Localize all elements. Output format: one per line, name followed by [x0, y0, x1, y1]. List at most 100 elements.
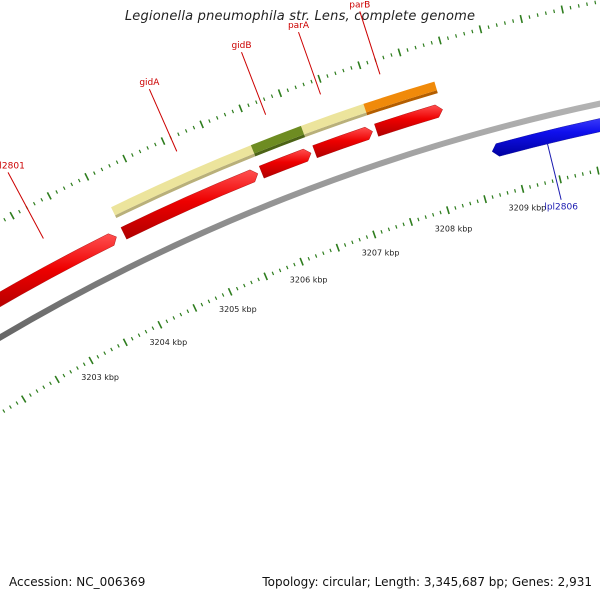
inner-scale-tick: [446, 206, 450, 215]
forward-gene-parA: [312, 126, 373, 159]
topology-summary: Topology: circular; Length: 3,345,687 bp…: [262, 575, 592, 589]
inner-scale-tick: [307, 256, 311, 261]
inner-scale-tick: [2, 409, 6, 413]
inner-scale-tick: [506, 191, 509, 195]
outer-scale-tick: [366, 60, 369, 65]
outer-scale-tick: [108, 163, 111, 168]
inner-scale-tick: [372, 230, 377, 239]
inner-scale-tick: [54, 375, 60, 384]
outer-scale-tick: [512, 19, 515, 23]
outer-scale-tick: [334, 71, 337, 76]
outer-scale-tick: [199, 120, 204, 129]
scale-label-3203: 3203 kbp: [81, 373, 119, 382]
outer-scale-tick: [122, 154, 128, 163]
inner-scale-tick: [314, 254, 318, 258]
leader-line-parA: [298, 31, 322, 95]
inner-scale-tick: [179, 312, 183, 317]
inner-scale-tick: [76, 366, 79, 370]
inner-scale-tick: [402, 222, 405, 227]
forward-gene-gidA: [120, 169, 259, 240]
inner-scale-tick: [144, 329, 148, 334]
inner-scale-tick: [96, 355, 100, 359]
inner-scale-tick: [192, 303, 198, 312]
forward-gene-gidB: [258, 148, 312, 179]
outer-scale-tick: [519, 14, 523, 24]
forward-gene-lpl2801: [0, 233, 117, 308]
outer-scale-tick: [350, 66, 353, 70]
inner-scale-tick: [432, 212, 435, 217]
inner-scale-tick: [529, 185, 532, 189]
outer-scale-tick: [382, 55, 385, 60]
gene-label-lpl2801: lpl2801: [0, 161, 25, 171]
annotation-gidA-shadow: [115, 153, 256, 219]
inner-scale-tick: [117, 344, 120, 348]
outer-scale-tick: [302, 82, 305, 87]
outer-scale-tick: [270, 94, 274, 99]
outer-scale-tick: [55, 190, 59, 194]
inner-scale-tick: [551, 179, 554, 184]
inner-scale-tick: [221, 293, 225, 297]
annotation-gidB: [250, 125, 305, 154]
outer-scale-tick: [146, 146, 149, 150]
inner-scale-tick: [186, 309, 190, 314]
inner-scale-tick: [62, 373, 66, 378]
outer-scale-tick: [406, 48, 409, 52]
inner-scale-tick: [536, 183, 539, 187]
leader-line-lpl2801: [7, 172, 44, 239]
outer-scale-tick: [437, 36, 442, 45]
scale-label-3209: 3209 kbp: [509, 203, 547, 212]
outer-scale-tick: [160, 137, 166, 146]
outer-scale-tick: [528, 15, 531, 19]
outer-scale-tick: [455, 34, 458, 38]
outer-scale-tick: [46, 191, 52, 200]
inner-scale-tick: [157, 320, 163, 329]
inner-scale-tick: [165, 319, 169, 324]
gene-label-parB: parB: [349, 0, 370, 10]
outer-scale-tick: [247, 103, 250, 108]
outer-scale-tick: [503, 21, 506, 25]
inner-scale-tick: [461, 203, 464, 208]
inner-scale-tick: [417, 217, 420, 222]
inner-scale-tick: [278, 268, 282, 273]
outer-scale-tick: [310, 79, 313, 84]
inner-scale-tick: [214, 296, 218, 301]
inner-scale-tick: [122, 338, 128, 347]
outer-scale-tick: [294, 85, 297, 90]
inner-scale-tick: [243, 283, 246, 288]
outer-scale-tick: [70, 182, 74, 187]
inner-scale-tick: [235, 286, 239, 291]
inner-scale-tick: [207, 299, 211, 304]
scale-label-3207: 3207 kbp: [362, 248, 400, 257]
outer-scale-tick: [553, 9, 556, 14]
label-layer: lpl2801 gidA gidB parA parB lpl2806: [0, 0, 578, 239]
inner-scale-tick: [387, 227, 391, 232]
outer-scale-tick: [77, 178, 81, 183]
inner-scale-tick: [20, 395, 27, 403]
inner-scale-tick: [520, 184, 525, 193]
accession-text: Accession: NC_006369: [9, 575, 146, 589]
inner-scale-tick: [408, 217, 414, 227]
annotation-parB: [363, 81, 437, 113]
inner-scale-tick: [424, 215, 427, 220]
outer-scale-tick: [3, 217, 7, 222]
outer-scale-tick: [544, 11, 547, 16]
leader-line-gidB: [241, 51, 267, 115]
outer-scale-tick: [231, 109, 235, 114]
outer-scale-tick: [342, 68, 345, 73]
inner-scale-tick: [589, 170, 592, 175]
gene-label-gidB: gidB: [231, 41, 251, 51]
outer-scale-tick: [18, 209, 21, 214]
tick-layer: 3203 kbp 3204 kbp 3205 kbp 3206 kbp 3207 kbp…: [2, 0, 600, 413]
outer-scale-tick: [414, 45, 417, 50]
inner-scale-tick: [566, 175, 569, 180]
gene-layer: [0, 104, 600, 308]
scale-label-3208: 3208 kbp: [435, 224, 473, 233]
leader-line-parB: [359, 11, 381, 75]
outer-scale-tick: [223, 112, 227, 117]
outer-scale-tick: [390, 53, 393, 57]
outer-scale-tick: [238, 104, 243, 113]
inner-scale-tick: [137, 333, 141, 338]
annotation-gidA: [111, 145, 255, 216]
outer-scale-tick: [446, 36, 450, 41]
